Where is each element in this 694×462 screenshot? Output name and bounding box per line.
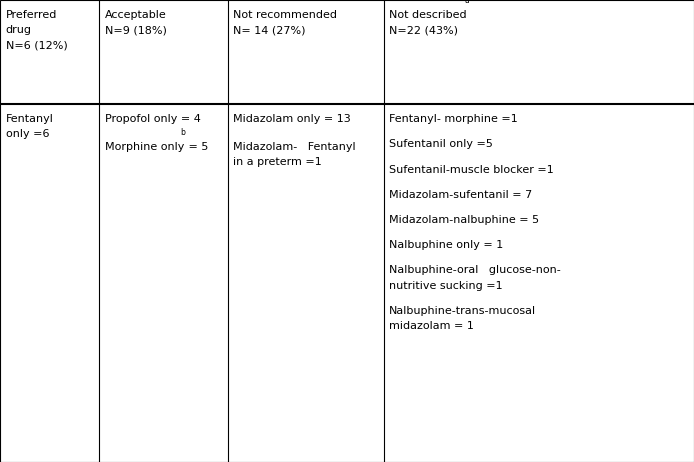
Text: Nalbuphine-trans-mucosal: Nalbuphine-trans-mucosal [389, 306, 536, 316]
Text: Midazolam only = 13: Midazolam only = 13 [233, 114, 351, 124]
Text: Acceptable: Acceptable [105, 10, 167, 20]
Text: Nalbuphine only = 1: Nalbuphine only = 1 [389, 240, 504, 250]
Text: a: a [464, 0, 469, 5]
Text: b: b [180, 128, 185, 137]
Text: N= 14 (27%): N= 14 (27%) [233, 25, 305, 36]
Text: only =6: only =6 [6, 129, 49, 140]
Text: Propofol only = 4: Propofol only = 4 [105, 114, 201, 124]
Text: N=9 (18%): N=9 (18%) [105, 25, 167, 36]
Text: Midazolam-nalbuphine = 5: Midazolam-nalbuphine = 5 [389, 215, 539, 225]
Text: Sufentanil only =5: Sufentanil only =5 [389, 140, 493, 149]
Text: Not described: Not described [389, 10, 467, 20]
Text: Morphine only: Morphine only [105, 142, 184, 152]
Text: Midazolam-   Fentanyl: Midazolam- Fentanyl [233, 142, 356, 152]
Text: = 5: = 5 [185, 142, 208, 152]
Text: Preferred: Preferred [6, 10, 57, 20]
Text: in a preterm =1: in a preterm =1 [233, 157, 322, 167]
Text: Sufentanil-muscle blocker =1: Sufentanil-muscle blocker =1 [389, 164, 554, 175]
Text: Midazolam-sufentanil = 7: Midazolam-sufentanil = 7 [389, 190, 532, 200]
Text: Fentanyl: Fentanyl [6, 114, 53, 124]
Text: drug: drug [6, 25, 31, 36]
Text: N=6 (12%): N=6 (12%) [6, 41, 67, 51]
Text: N=22 (43%): N=22 (43%) [389, 25, 458, 36]
Text: Fentanyl- morphine =1: Fentanyl- morphine =1 [389, 114, 518, 124]
Text: midazolam = 1: midazolam = 1 [389, 321, 474, 331]
Text: nutritive sucking =1: nutritive sucking =1 [389, 280, 503, 291]
Text: Not recommended: Not recommended [233, 10, 337, 20]
Text: Nalbuphine-oral   glucose-non-: Nalbuphine-oral glucose-non- [389, 265, 561, 275]
